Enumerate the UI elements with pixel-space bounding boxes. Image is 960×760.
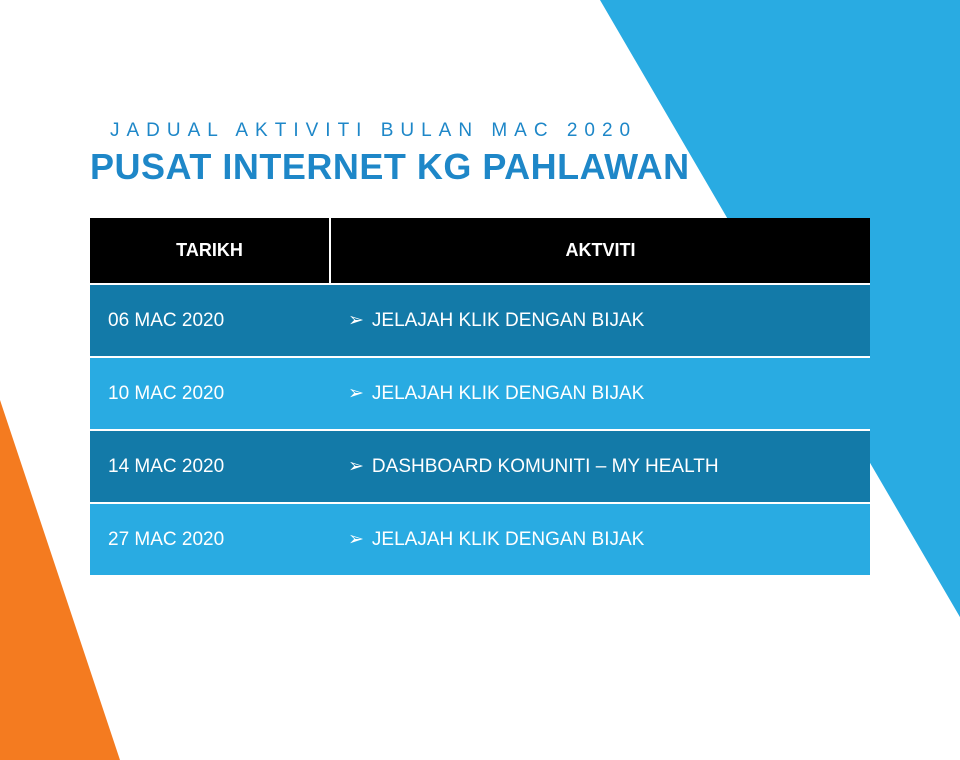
content-container: JADUAL AKTIVITI BULAN MAC 2020 PUSAT INT… [0,0,960,575]
bullet-icon: ➢ [348,528,364,551]
column-header-activity: AKTVITI [330,218,870,284]
cell-activity: ➢ JELAJAH KLIK DENGAN BIJAK [330,503,870,575]
cell-date: 14 MAC 2020 [90,430,330,503]
bullet-icon: ➢ [348,309,364,332]
activity-text: JELAJAH KLIK DENGAN BIJAK [372,529,644,550]
activity-text: DASHBOARD KOMUNITI – MY HEALTH [372,456,719,477]
cell-date: 27 MAC 2020 [90,503,330,575]
activity-text: JELAJAH KLIK DENGAN BIJAK [372,310,644,331]
cell-activity: ➢ JELAJAH KLIK DENGAN BIJAK [330,357,870,430]
schedule-table: TARIKH AKTVITI 06 MAC 2020 ➢ JELAJAH KLIK… [90,218,870,575]
page-title: PUSAT INTERNET KG PAHLAWAN [90,146,880,188]
cell-date: 10 MAC 2020 [90,357,330,430]
table-header-row: TARIKH AKTVITI [90,218,870,284]
table-row: 14 MAC 2020 ➢ DASHBOARD KOMUNITI – MY HEA… [90,430,870,503]
bullet-icon: ➢ [348,382,364,405]
cell-activity: ➢ JELAJAH KLIK DENGAN BIJAK [330,284,870,357]
table-row: 10 MAC 2020 ➢ JELAJAH KLIK DENGAN BIJAK [90,357,870,430]
bullet-icon: ➢ [348,455,364,478]
page-subtitle: JADUAL AKTIVITI BULAN MAC 2020 [110,120,880,142]
cell-activity: ➢ DASHBOARD KOMUNITI – MY HEALTH [330,430,870,503]
table-row: 27 MAC 2020 ➢ JELAJAH KLIK DENGAN BIJAK [90,503,870,575]
table-row: 06 MAC 2020 ➢ JELAJAH KLIK DENGAN BIJAK [90,284,870,357]
column-header-date: TARIKH [90,218,330,284]
activity-text: JELAJAH KLIK DENGAN BIJAK [372,383,644,404]
cell-date: 06 MAC 2020 [90,284,330,357]
